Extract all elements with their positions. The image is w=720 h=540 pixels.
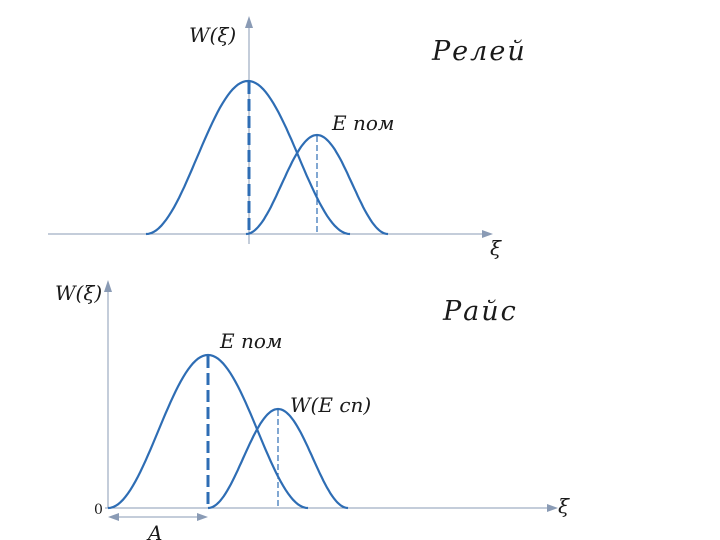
- top-noise-curve: [145, 79, 351, 236]
- bottom-y-axis-arrow: [104, 280, 112, 292]
- offset-arrow-left: [108, 513, 119, 521]
- offset-arrow-right: [197, 513, 208, 521]
- bottom-panel: W(ξ) ξ Райс E пом W(E сп) 0 A: [55, 280, 570, 540]
- bottom-noise-curve: [107, 353, 309, 510]
- top-panel: W(ξ) ξ Релей E пом: [48, 16, 527, 260]
- bottom-y-axis-label: W(ξ): [55, 281, 102, 305]
- origin-label: 0: [94, 502, 103, 518]
- bottom-panel-title: Райс: [442, 296, 518, 327]
- top-x-axis-arrow: [482, 230, 493, 238]
- top-curve-label: E пом: [331, 111, 394, 135]
- top-y-axis-arrow: [245, 16, 253, 28]
- bottom-curve-label-2: W(E сп): [290, 393, 371, 417]
- offset-label: A: [146, 521, 162, 540]
- bottom-x-axis-arrow: [547, 504, 558, 512]
- top-x-axis-label: ξ: [490, 236, 502, 260]
- top-panel-title: Релей: [431, 36, 527, 67]
- bottom-x-axis-label: ξ: [558, 494, 570, 518]
- top-y-axis-label: W(ξ): [189, 23, 236, 47]
- top-signal-curve: [245, 133, 389, 236]
- bottom-curve-label-1: E пом: [219, 329, 282, 353]
- bottom-signal-curve: [207, 407, 349, 510]
